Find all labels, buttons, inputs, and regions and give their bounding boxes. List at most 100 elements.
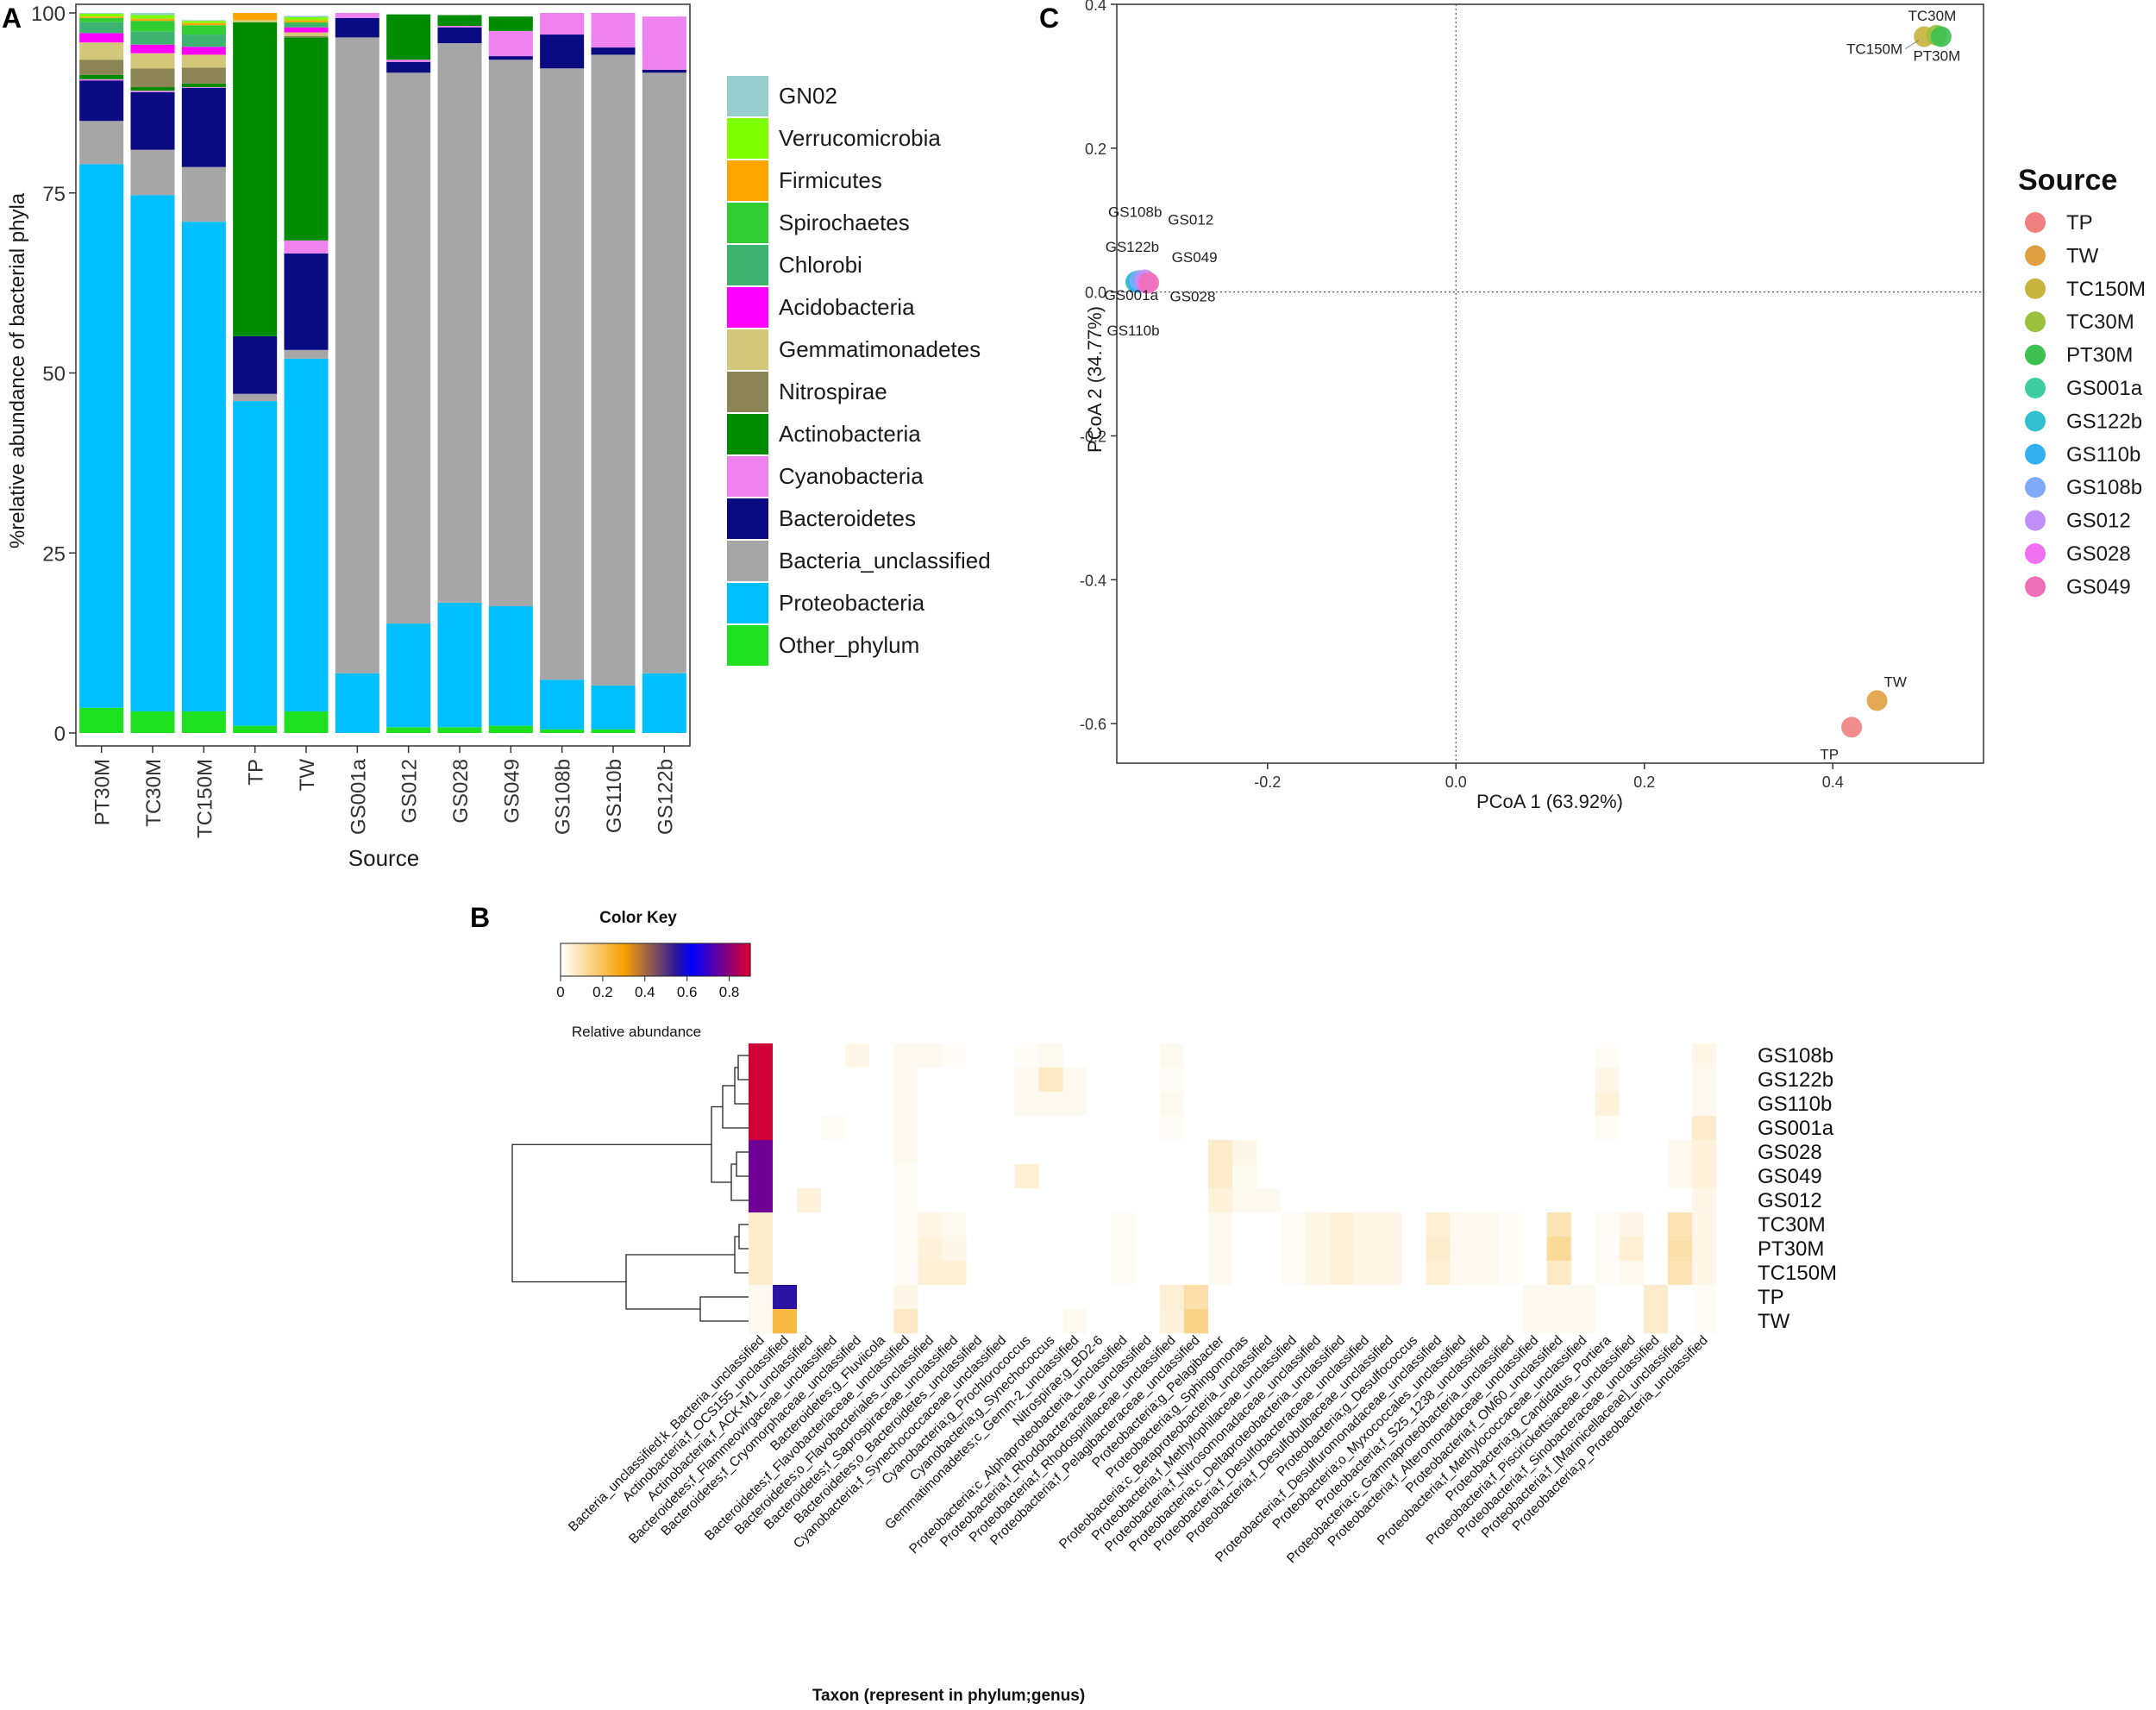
color-key-step: [590, 943, 592, 976]
heatmap-cell: [1667, 1237, 1693, 1262]
heatmap-cell: [942, 1237, 967, 1262]
point-TP: [1841, 717, 1863, 738]
heatmap-cell: [1232, 1237, 1257, 1262]
heatmap-cell: [1377, 1116, 1402, 1141]
heatmap-cell: [821, 1068, 846, 1093]
bar-segment-TC30M-Bacteroidetes: [130, 91, 175, 150]
heatmap-cell: [1691, 1285, 1717, 1310]
point-label-GS110b: GS110b: [1106, 323, 1159, 339]
heatmap-cell: [1498, 1068, 1523, 1093]
heatmap-cell: [1111, 1212, 1137, 1237]
heatmap-cell: [1014, 1116, 1039, 1141]
heatmap-cell: [966, 1164, 991, 1189]
heatmap-cell: [773, 1285, 798, 1310]
bar-segment-GS028-Other_phylum: [437, 727, 482, 733]
heatmap-cell: [942, 1140, 967, 1165]
legend-title: Source: [2018, 164, 2117, 197]
heatmap-cell: [942, 1092, 967, 1117]
bar-segment-TW-Gemmatimonadetes: [284, 32, 329, 36]
heatmap-cell: [797, 1092, 822, 1117]
heatmap-cell: [893, 1116, 918, 1141]
y-axis: 0 25 50 75 100: [31, 3, 76, 746]
legend-swatch-Spirochaetes: [727, 203, 768, 243]
heatmap-cell: [1450, 1237, 1475, 1262]
heatmap-cell: [1426, 1164, 1451, 1189]
heatmap-cell: [1087, 1188, 1112, 1213]
heatmap-cell: [990, 1068, 1015, 1093]
panel-b-label: B: [470, 902, 490, 933]
heatmap-cell: [773, 1261, 798, 1286]
heatmap-cell: [1570, 1068, 1596, 1093]
heatmap-cell: [1014, 1164, 1039, 1189]
dendrogram-branch: [738, 1224, 749, 1250]
heatmap-cell: [1474, 1043, 1499, 1068]
dendrogram-branch: [736, 1151, 749, 1177]
heatmap-cell: [1183, 1188, 1209, 1213]
heatmap-cell: [1619, 1164, 1645, 1189]
heatmap-cell: [1257, 1261, 1282, 1286]
heatmap-cell: [1401, 1140, 1426, 1165]
bar-segment-TC150M-Verrucomicrobia: [181, 21, 226, 23]
heatmap-cell: [1207, 1140, 1233, 1165]
color-key-step: [638, 943, 641, 976]
heatmap-cell: [1135, 1092, 1161, 1117]
heatmap-cell: [1305, 1043, 1330, 1068]
heatmap-cell: [1474, 1285, 1499, 1310]
heatmap-cell: [1401, 1212, 1426, 1237]
heatmap-cell: [1570, 1043, 1596, 1068]
legend-label-GS028: GS028: [2066, 542, 2131, 566]
bar-segment-PT30M-Bacteroidetes: [79, 80, 124, 122]
heatmap-cell: [1281, 1092, 1306, 1117]
bar-segment-GS122b-Bacteroidetes: [642, 69, 686, 73]
color-key-step: [571, 943, 573, 976]
heatmap-cell: [1401, 1188, 1426, 1213]
heatmap-cell: [1498, 1140, 1523, 1165]
color-key-step: [562, 943, 565, 976]
x-axis-label: Taxon (represent in phylum;genus): [812, 1687, 1085, 1705]
heatmap-cell: [1619, 1188, 1645, 1213]
color-key-step: [733, 943, 736, 976]
color-key-step: [738, 943, 741, 976]
heatmap-cell: [1135, 1043, 1161, 1068]
x-tick-label: GS122b: [654, 759, 677, 835]
heatmap-cell: [1570, 1261, 1596, 1286]
legend-label-GN02: GN02: [779, 83, 837, 109]
heatmap-cell: [1305, 1188, 1330, 1213]
color-key-step: [649, 943, 651, 976]
heatmap-cell: [1159, 1237, 1185, 1262]
heatmap-cell: [1401, 1237, 1426, 1262]
heatmap-cell: [1619, 1309, 1645, 1334]
x-axis-label: PCoA 1 (63.92%): [1476, 791, 1623, 812]
heatmap-cell: [1014, 1309, 1039, 1334]
heatmap-cell: [821, 1043, 846, 1068]
heatmap-cell: [918, 1164, 943, 1189]
legend-swatch-Acidobacteria: [727, 287, 768, 328]
heatmap-cell: [1135, 1068, 1161, 1093]
heatmap-cell: [1546, 1068, 1571, 1093]
color-key-step: [586, 943, 589, 976]
heatmap-cell: [1619, 1092, 1645, 1117]
heatmap-cell: [1450, 1068, 1475, 1093]
heatmap-cell: [869, 1164, 894, 1189]
color-key-step: [697, 943, 699, 976]
color-key-step: [704, 943, 706, 976]
heatmap-cell: [1377, 1140, 1402, 1165]
heatmap-cell: [1257, 1285, 1282, 1310]
bar-segment-GS012-Bacteria_unclassified: [386, 72, 431, 624]
heatmap-cell: [893, 1092, 918, 1117]
heatmap-cells: [749, 1043, 1717, 1334]
bar-segment-TW-Proteobacteria: [284, 358, 329, 711]
heatmap-cell: [990, 1188, 1015, 1213]
bar-segment-GS110b-Cyanobacteria: [591, 13, 636, 48]
bar-segment-TW-Chlorobi: [284, 23, 329, 28]
color-key-step: [685, 943, 687, 976]
legend-key-TP: [2025, 212, 2046, 233]
heatmap-cell: [1498, 1188, 1523, 1213]
heatmap-cell: [1401, 1309, 1426, 1334]
color-key-step: [599, 943, 601, 976]
heatmap-cell: [1062, 1237, 1087, 1262]
color-key-step: [642, 943, 644, 976]
point-label-TC150M: TC150M: [1846, 41, 1902, 58]
bar-segment-TC150M-Cyanobacteria: [181, 87, 226, 88]
heatmap-cell: [1183, 1140, 1209, 1165]
